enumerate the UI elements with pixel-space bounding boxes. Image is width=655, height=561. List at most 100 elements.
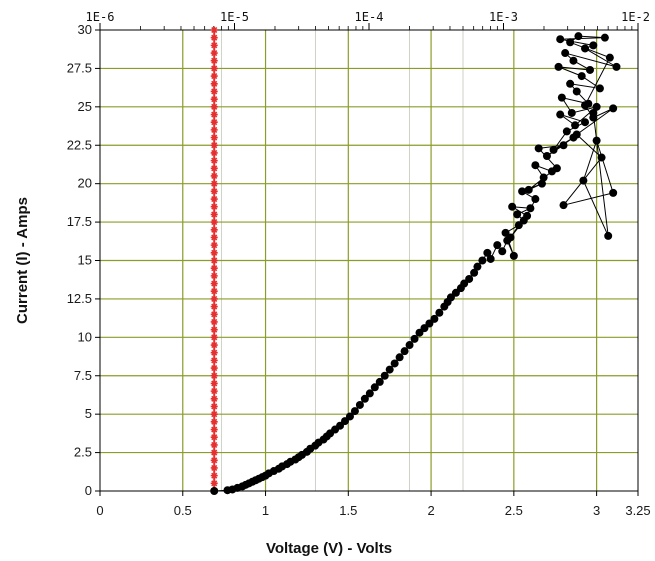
y-tick-label: 17.5 <box>67 214 92 229</box>
black-series-point <box>410 334 419 343</box>
red-series-point <box>210 472 218 480</box>
top-tick-label: 1E-4 <box>355 10 384 24</box>
x-tick-label: 3 <box>593 503 600 518</box>
y-tick-label: 27.5 <box>67 60 92 75</box>
black-series-point <box>597 153 606 162</box>
top-tick-label: 1E-2 <box>621 10 650 24</box>
black-series-point <box>210 487 219 495</box>
red-series-point <box>210 111 218 119</box>
black-series-point <box>400 347 409 356</box>
black-series-point <box>559 201 568 210</box>
x-tick-label: 0.5 <box>174 503 192 518</box>
black-series-point <box>612 62 621 71</box>
red-series-point <box>210 87 218 95</box>
red-series-point <box>210 180 218 188</box>
black-series-point <box>370 383 379 392</box>
red-series-point <box>210 410 218 418</box>
red-series-point <box>210 164 218 172</box>
black-series-point <box>506 233 515 242</box>
red-series-point <box>210 26 218 34</box>
red-series-point <box>210 341 218 349</box>
y-tick-label: 0 <box>85 483 92 498</box>
black-series-point <box>498 247 507 256</box>
red-series-point <box>210 349 218 357</box>
red-series-point <box>210 433 218 441</box>
y-axis: 0 2.5 5 7.5 10 12.5 15 17.5 20 22.5 25 27.5 30 <box>67 22 100 498</box>
black-series-point <box>478 256 487 265</box>
black-series-point <box>572 130 581 139</box>
black-series-point <box>581 101 590 110</box>
black-series-point <box>592 136 601 145</box>
black-series-point <box>559 141 568 150</box>
major-grid <box>100 30 638 491</box>
black-series-point <box>375 377 384 386</box>
red-series-point <box>210 326 218 334</box>
black-series-point <box>609 104 618 113</box>
black-series-point <box>569 56 578 65</box>
black-series-point <box>405 341 414 350</box>
black-series-point <box>531 161 540 170</box>
black-series-point <box>589 108 598 117</box>
black-series-point <box>493 241 502 250</box>
y-tick-label: 15 <box>78 253 92 268</box>
y-tick-label: 25 <box>78 99 92 114</box>
red-series-point <box>210 379 218 387</box>
black-series-point <box>355 400 364 409</box>
top-tick-label: 1E-6 <box>86 10 115 24</box>
black-series-point <box>365 389 374 398</box>
red-series-point <box>210 280 218 288</box>
black-series-point <box>465 274 474 283</box>
black-series-point <box>524 185 533 194</box>
black-series-point <box>562 127 571 136</box>
black-series-point <box>534 144 543 153</box>
y-tick-label: 12.5 <box>67 291 92 306</box>
red-series-point <box>210 64 218 72</box>
red-series-point <box>210 272 218 280</box>
y-tick-label: 10 <box>78 329 92 344</box>
black-series-point <box>350 407 359 416</box>
black-series-point <box>360 394 369 403</box>
red-series-point <box>210 95 218 103</box>
y-tick-label: 30 <box>78 22 92 37</box>
red-series-point <box>210 41 218 49</box>
black-series-point <box>523 211 532 220</box>
black-series-point <box>508 202 517 211</box>
black-series-point <box>571 121 580 130</box>
red-series-point <box>210 356 218 364</box>
black-series-point <box>581 44 590 53</box>
red-series-point <box>210 118 218 126</box>
black-series-point <box>542 152 551 161</box>
red-series-point <box>210 287 218 295</box>
black-series-point <box>554 62 563 71</box>
black-series-point <box>609 188 618 197</box>
x-tick-label: 3.25 <box>625 503 650 518</box>
black-series-point <box>595 84 604 93</box>
red-series-point <box>210 387 218 395</box>
black-series-point <box>589 41 598 50</box>
red-series-point <box>210 103 218 111</box>
y-tick-label: 2.5 <box>74 445 92 460</box>
black-series-point <box>585 65 594 74</box>
black-series-point <box>605 53 614 62</box>
black-series-point <box>509 251 518 260</box>
red-series-point <box>210 402 218 410</box>
black-series-point <box>567 108 576 117</box>
black-series-point <box>600 33 609 42</box>
y-tick-label: 22.5 <box>67 137 92 152</box>
black-series-point <box>526 204 535 213</box>
x-tick-label: 2 <box>427 503 434 518</box>
red-series-point <box>210 195 218 203</box>
red-series-point <box>210 49 218 57</box>
black-series-point <box>556 35 565 44</box>
red-series-point <box>210 426 218 434</box>
red-series-point <box>210 333 218 341</box>
black-series-point <box>572 87 581 96</box>
red-series-point <box>210 187 218 195</box>
red-series-point <box>210 295 218 303</box>
black-series-point <box>345 412 354 421</box>
black-series-point <box>470 268 479 277</box>
black-series-point <box>390 359 399 368</box>
red-series-point <box>210 34 218 42</box>
